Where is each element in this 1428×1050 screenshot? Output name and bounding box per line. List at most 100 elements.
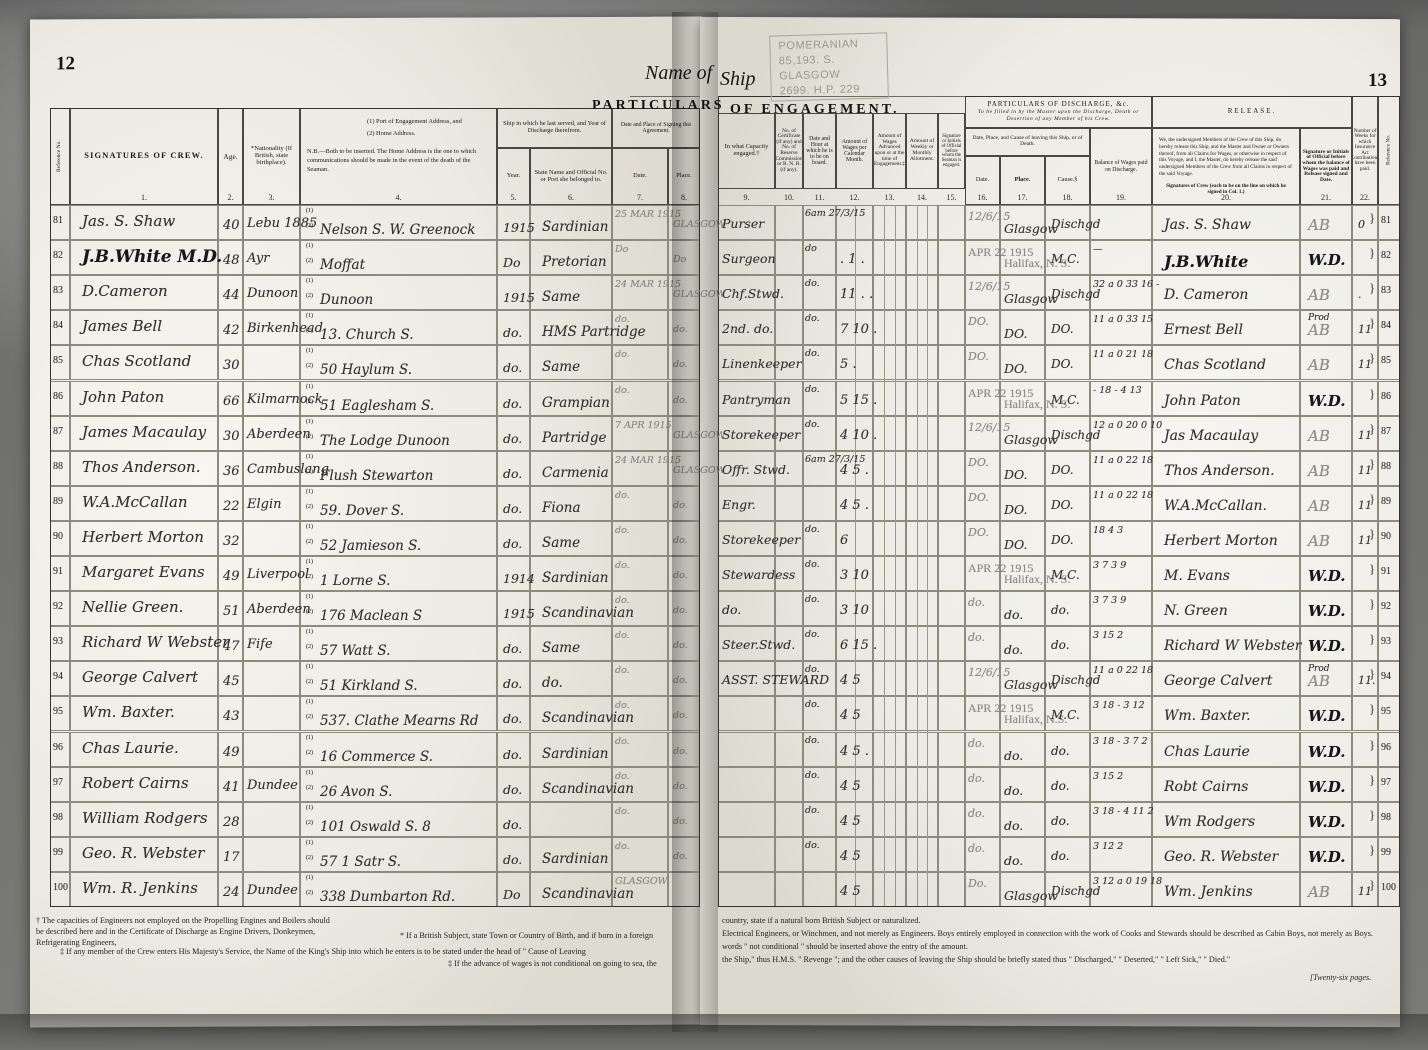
discharge-date-95: APR 22 1915 xyxy=(968,701,1034,716)
wages-88: 4 5 . xyxy=(840,462,869,478)
cell-left-r13-c4 xyxy=(300,661,497,697)
cell-right-r3-c11 xyxy=(1152,310,1300,346)
balance-83: 32 a 0 33 16 - xyxy=(1093,279,1160,291)
cell-right-r14-c4 xyxy=(873,696,906,732)
cell-left-r0-c1 xyxy=(70,205,218,241)
cell-right-r17-c13 xyxy=(1352,801,1378,837)
crew-address-90: 52 Jamieson S. xyxy=(320,537,422,554)
cell-right-r16-c6 xyxy=(938,766,965,802)
ref-number-left-94: 94 xyxy=(53,671,63,683)
ref-number-left-93: 93 xyxy=(53,636,63,648)
crew-signature-95: Wm. Baxter. xyxy=(82,703,175,722)
discharge-cause-92: do. xyxy=(1051,603,1070,618)
cell-left-r17-c2 xyxy=(218,801,243,837)
crew-last-year-94: do. xyxy=(503,676,523,692)
sign-place-90: do. xyxy=(673,534,688,546)
sign-date-82: Do xyxy=(615,244,629,256)
cell-left-r16-c5 xyxy=(497,766,530,802)
cell-right-r11-c6 xyxy=(938,591,965,627)
footnote-right-1: country, state if a natural born British… xyxy=(722,916,921,925)
ref-brace-96: } xyxy=(1369,736,1376,752)
ref-number-left-100: 100 xyxy=(53,881,68,893)
cell-left-r14-c7 xyxy=(612,696,668,732)
col-number-right-20: 20. xyxy=(1221,193,1231,202)
discharge-date-84: DO. xyxy=(968,315,989,329)
cell-right-r11-c2 xyxy=(803,591,836,627)
balance-93: 3 15 2 xyxy=(1093,630,1124,642)
cell-right-r0-c13 xyxy=(1352,205,1378,241)
sign-place-89: do. xyxy=(673,499,688,511)
cell-right-r12-c6 xyxy=(938,626,965,662)
cell-right-r14-c12 xyxy=(1300,696,1352,732)
addr-marker1-94: (1) xyxy=(306,664,313,671)
discharge-date-93: do. xyxy=(968,631,985,645)
cell-right-r10-c10 xyxy=(1090,556,1152,592)
discharge-date-96: do. xyxy=(968,736,985,750)
addr-marker2-93: (2) xyxy=(306,644,313,651)
release-signature-98: Wm Rodgers xyxy=(1164,813,1256,830)
official-initials-85: AB xyxy=(1308,356,1330,375)
cell-right-r4-c8 xyxy=(1000,345,1045,381)
crew-age-91: 49 xyxy=(223,569,240,584)
crew-address-87: The Lodge Dunoon xyxy=(320,432,450,449)
sign-place-92: do. xyxy=(673,605,688,617)
sign-date-99: do. xyxy=(615,840,630,852)
header-right-1: No. of Certificate (if any) and No. of R… xyxy=(775,113,803,189)
cell-left-r12-c5 xyxy=(497,626,530,662)
cell-right-r0-c6 xyxy=(938,205,965,241)
ref-number-left-99: 99 xyxy=(53,846,63,858)
cell-right-r11-c7 xyxy=(965,591,1000,627)
ref-brace-92: } xyxy=(1369,596,1376,612)
wages-98: 4 5 xyxy=(840,813,861,829)
discharge-date-85: DO. xyxy=(968,350,989,364)
header-discharge-place: Place. xyxy=(1000,156,1045,205)
ref-brace-83: } xyxy=(1369,280,1376,296)
date-hour-84: do. xyxy=(805,313,820,325)
cell-right-r0-c10 xyxy=(1090,205,1152,241)
release-signature-84: Ernest Bell xyxy=(1164,322,1244,339)
cell-right-r8-c13 xyxy=(1352,485,1378,521)
cell-left-r2-c1 xyxy=(70,275,218,311)
addr-marker2-81: (2) xyxy=(306,223,313,229)
crew-last-year-96: do. xyxy=(503,746,523,762)
cell-right-r2-c13 xyxy=(1352,275,1378,311)
ref-number-left-89: 89 xyxy=(53,495,63,507)
discharge-date-94: 12/6/15 xyxy=(968,666,1011,680)
cell-right-r4-c7 xyxy=(965,345,1000,381)
cell-right-r5-c4 xyxy=(873,380,906,416)
header-right-3: Amount of Wages per Calendar Month. xyxy=(836,113,873,189)
cell-right-r2-c9 xyxy=(1045,275,1090,311)
weeks-85: 11 xyxy=(1358,358,1372,372)
crew-address-84: 13. Church S. xyxy=(320,327,414,344)
cell-right-r13-c6 xyxy=(938,661,965,697)
ref-number-right-81: 81 xyxy=(1381,215,1391,226)
addr-marker2-85: (2) xyxy=(306,363,313,370)
header-year: Year. xyxy=(497,148,530,205)
cell-right-r11-c12 xyxy=(1300,591,1352,627)
crew-last-ship-87: Partridge xyxy=(542,429,607,446)
cell-left-r1-c5 xyxy=(497,240,530,276)
cell-right-r4-c6 xyxy=(938,345,965,381)
cell-right-r0-c12 xyxy=(1300,205,1352,241)
release-signature-88: Thos Anderson. xyxy=(1164,462,1275,479)
crew-age-81: 40 xyxy=(223,218,240,233)
ref-number-left-98: 98 xyxy=(53,811,63,823)
cell-right-r2-c4 xyxy=(873,275,906,311)
cell-right-r6-c2 xyxy=(803,415,836,451)
cell-right-r16-c10 xyxy=(1090,766,1152,802)
crew-age-94: 45 xyxy=(223,674,240,690)
weeks-81: 0 xyxy=(1358,218,1365,231)
cell-left-r10-c5 xyxy=(497,556,530,592)
cell-right-r15-c13 xyxy=(1352,731,1378,767)
cell-right-r17-c10 xyxy=(1090,801,1152,837)
discharge-place-95: Halifax, N.S. xyxy=(1004,712,1068,727)
ref-brace-95: } xyxy=(1369,701,1376,717)
crew-last-year-95: do. xyxy=(503,711,523,727)
sign-place-83: GLASGOW xyxy=(673,289,726,301)
addr-marker2-97: (2) xyxy=(306,784,313,791)
crew-last-year-85: do. xyxy=(503,360,523,376)
cell-right-r11-c8 xyxy=(1000,591,1045,627)
cell-right-r1-c6 xyxy=(938,240,965,276)
cell-left-r14-c4 xyxy=(300,696,497,732)
cell-left-r8-c6 xyxy=(530,485,612,521)
